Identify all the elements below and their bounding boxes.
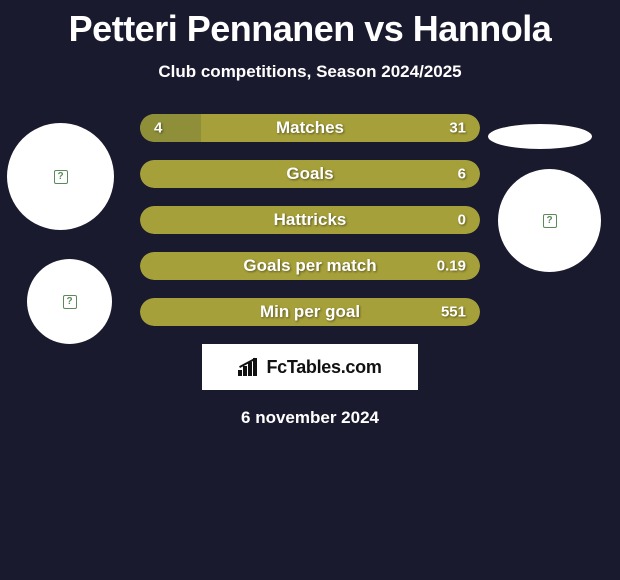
comparison-title: Petteri Pennanen vs Hannola (0, 0, 620, 50)
stat-fill-left (140, 114, 201, 142)
stat-value-right: 0 (458, 212, 466, 229)
stat-value-left: 4 (154, 120, 162, 137)
stat-label: Matches (276, 118, 344, 138)
image-placeholder-icon (54, 170, 68, 184)
stat-row-matches: 4 Matches 31 (140, 114, 480, 142)
player2-oval (488, 124, 592, 149)
stat-label: Goals per match (243, 256, 376, 276)
stat-value-right: 0.19 (437, 258, 466, 275)
stat-row-goals: Goals 6 (140, 160, 480, 188)
stat-row-min-per-goal: Min per goal 551 (140, 298, 480, 326)
player1-avatar-small (27, 259, 112, 344)
player1-avatar-large (7, 123, 114, 230)
player2-avatar-large (498, 169, 601, 272)
stat-row-goals-per-match: Goals per match 0.19 (140, 252, 480, 280)
image-placeholder-icon (543, 214, 557, 228)
stat-label: Hattricks (274, 210, 347, 230)
stats-container: 4 Matches 31 Goals 6 Hattricks 0 Goals p… (140, 114, 480, 326)
bar-chart-arrow-icon (238, 358, 260, 376)
source-badge-text: FcTables.com (266, 357, 381, 378)
stat-row-hattricks: Hattricks 0 (140, 206, 480, 234)
comparison-subtitle: Club competitions, Season 2024/2025 (0, 62, 620, 82)
stat-label: Goals (286, 164, 333, 184)
stat-value-right: 551 (441, 304, 466, 321)
stat-label: Min per goal (260, 302, 360, 322)
image-placeholder-icon (63, 295, 77, 309)
infographic-date: 6 november 2024 (0, 408, 620, 428)
stat-value-right: 6 (458, 166, 466, 183)
stat-value-right: 31 (449, 120, 466, 137)
source-badge: FcTables.com (202, 344, 418, 390)
